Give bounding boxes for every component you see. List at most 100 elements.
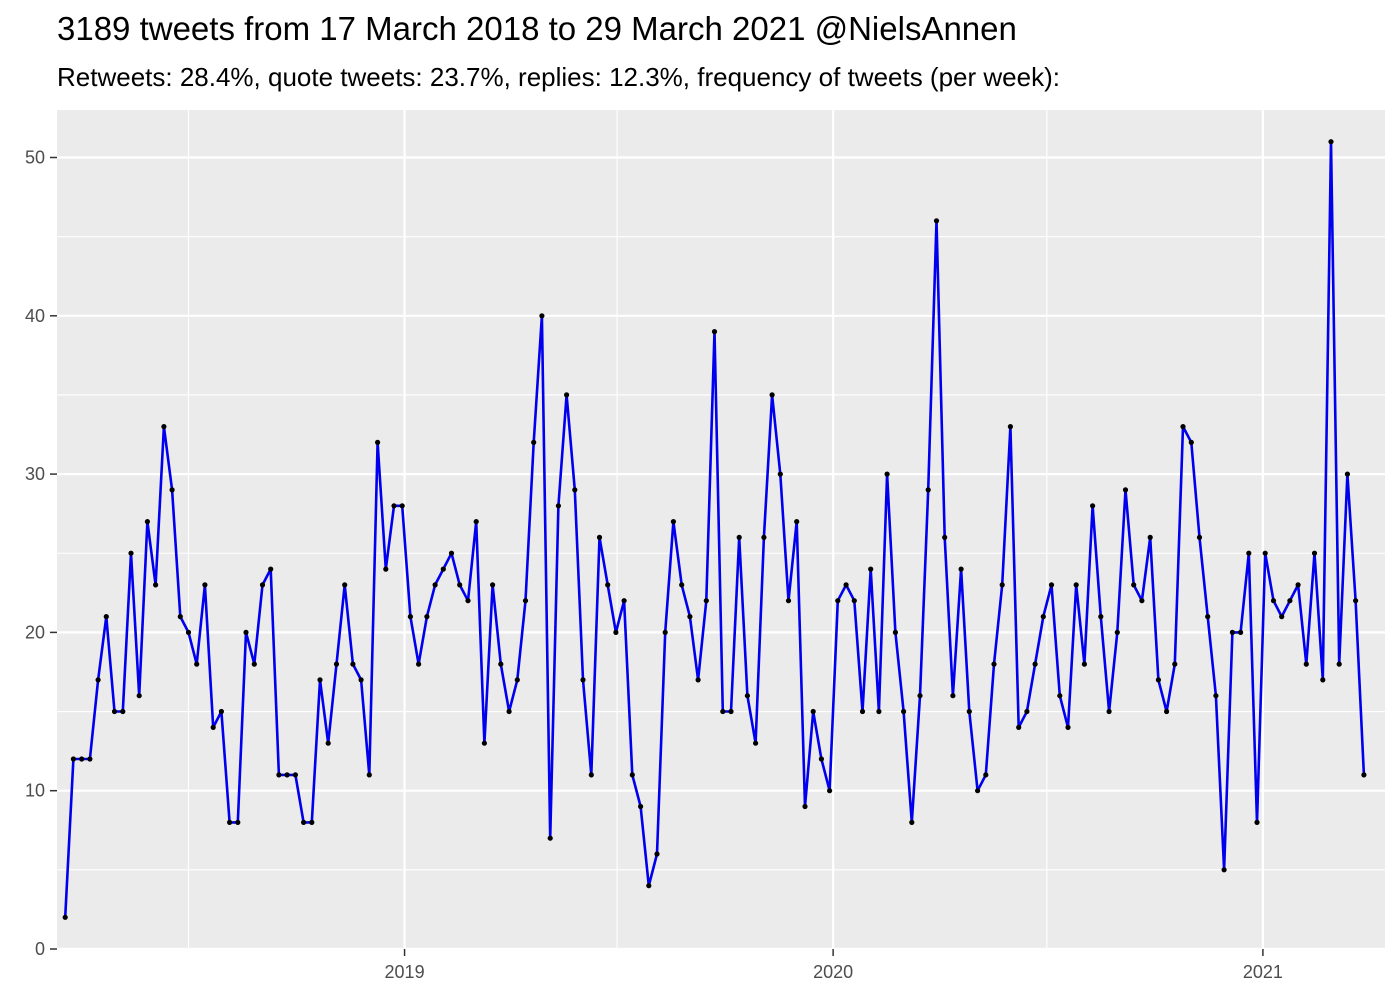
data-point [1155,677,1161,683]
data-point [555,503,562,509]
data-point [950,693,956,699]
data-point [1073,582,1079,588]
y-tick-label: 0 [35,939,45,959]
data-point [1336,661,1342,667]
data-point [1196,534,1203,541]
data-point [1139,598,1145,604]
data-point [892,629,899,636]
data-point [966,708,972,715]
data-point [325,740,331,746]
data-point [1016,724,1022,731]
data-point [1098,614,1104,620]
data-point [802,803,808,810]
data-point [333,661,340,667]
data-point [1344,471,1350,477]
data-point [506,708,512,715]
data-point [284,772,290,778]
data-point [1122,487,1129,493]
data-point [432,582,438,588]
data-point [1328,139,1334,145]
data-point [465,598,471,604]
data-point [243,629,249,636]
data-point [827,788,833,794]
data-point [859,708,866,715]
data-point [810,708,816,715]
data-point [218,708,224,715]
data-point [440,566,446,572]
data-point [1040,614,1046,620]
data-point [95,677,101,683]
data-point [736,534,742,541]
data-point [818,756,825,762]
data-point [210,724,216,731]
data-point [1320,677,1326,683]
y-tick-label: 40 [25,306,45,326]
data-point [1048,582,1055,588]
data-point [785,598,792,604]
data-point [481,740,487,746]
data-point [276,772,282,778]
data-point [235,819,241,826]
data-point [835,598,841,604]
data-point [711,329,718,335]
data-point [1180,424,1186,430]
data-point [87,756,93,762]
data-point [679,582,685,588]
data-point [1213,693,1219,699]
data-point [1164,708,1170,715]
data-point [1106,708,1112,715]
data-point [473,519,479,525]
data-point [695,677,701,683]
data-point [629,772,635,778]
data-point [1131,582,1137,588]
data-point [662,629,668,636]
data-point [424,614,430,620]
data-point [1205,614,1211,620]
data-point [70,756,76,762]
data-point [991,661,997,667]
data-point [638,803,644,810]
data-point [753,740,759,746]
data-point [1287,598,1293,604]
data-point [728,708,734,715]
data-point [144,519,150,525]
data-point [120,708,126,715]
data-point [588,772,594,778]
minor-gridlines [57,110,1385,949]
data-point [185,629,192,636]
data-point [851,598,857,604]
data-point [350,661,356,667]
data-point [375,439,381,445]
data-point [572,487,578,493]
data-point [1081,661,1087,667]
x-tick-label: 2019 [385,962,425,982]
y-tick-label: 30 [25,464,45,484]
data-point [342,582,348,588]
data-point [169,487,175,493]
data-point [580,677,586,683]
data-point [1295,582,1301,588]
data-point [490,582,496,588]
data-point [1361,772,1367,778]
data-point [1221,867,1227,873]
data-point [292,772,298,778]
data-point [1353,598,1359,604]
data-points [62,139,1367,920]
data-point [448,550,455,556]
data-point [407,614,413,620]
data-point [1311,550,1318,556]
data-point [670,519,677,525]
data-point [1172,661,1178,667]
data-point [1254,819,1260,826]
data-point [654,851,660,857]
data-point [958,566,964,572]
data-point [1188,439,1194,445]
y-tick-label: 10 [25,781,45,801]
data-point [177,614,183,620]
data-point [301,819,307,826]
data-point [153,582,159,588]
data-point [613,629,619,636]
data-point [794,519,800,525]
data-point [1270,598,1277,604]
